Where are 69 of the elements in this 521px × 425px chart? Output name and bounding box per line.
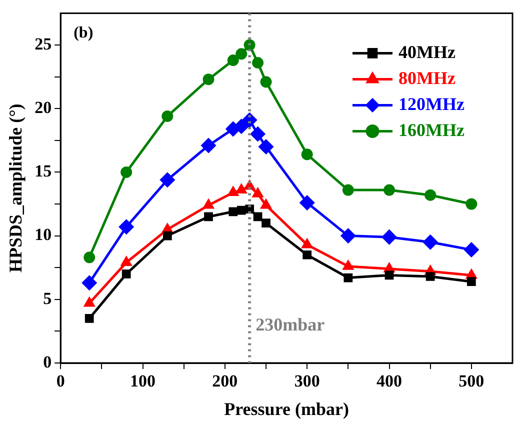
- y-tick-label: 10: [34, 225, 52, 244]
- point: [426, 272, 435, 281]
- point: [162, 231, 172, 240]
- point: [301, 148, 313, 160]
- point: [302, 238, 312, 248]
- x-tick-label: 0: [56, 372, 65, 391]
- x-tick-label: 200: [212, 372, 238, 391]
- point: [343, 260, 354, 270]
- point: [236, 48, 248, 60]
- point: [300, 195, 314, 210]
- point: [162, 224, 173, 233]
- x-tick-label: 100: [130, 372, 156, 391]
- point: [228, 207, 238, 216]
- point: [203, 200, 214, 209]
- point: [204, 212, 213, 222]
- point: [236, 184, 247, 194]
- point: [466, 198, 478, 210]
- point: [252, 188, 263, 198]
- point: [82, 276, 97, 290]
- y-axis-title: HPSDS_amplitude (°): [5, 104, 26, 272]
- y-tick-label: 5: [43, 288, 52, 308]
- point: [228, 186, 238, 196]
- point: [423, 234, 438, 250]
- y-tick-label: 20: [34, 98, 52, 117]
- point: [384, 184, 396, 196]
- point: [119, 220, 134, 234]
- point: [201, 138, 216, 153]
- y-tick-label: 15: [34, 162, 52, 181]
- point: [464, 242, 479, 258]
- legend-label: 120MHz: [398, 94, 464, 114]
- point: [84, 252, 96, 264]
- point: [466, 277, 476, 286]
- x-tick-label: 300: [294, 372, 320, 391]
- y-tick-label: 0: [43, 352, 52, 372]
- point: [260, 76, 272, 88]
- x-tick-label: 500: [458, 372, 484, 391]
- point: [262, 218, 270, 228]
- point: [340, 228, 356, 244]
- point: [384, 270, 394, 280]
- point: [382, 230, 397, 244]
- point: [253, 212, 262, 222]
- x-tick-label: 400: [376, 372, 402, 391]
- point: [122, 270, 131, 278]
- point: [302, 250, 312, 260]
- point: [120, 166, 132, 178]
- point: [252, 57, 264, 69]
- point: [162, 110, 174, 122]
- legend-label: 80MHz: [398, 68, 456, 88]
- point: [342, 184, 354, 196]
- point: [84, 297, 95, 307]
- point: [424, 189, 436, 201]
- point: [234, 119, 249, 134]
- point: [121, 256, 132, 266]
- point: [236, 206, 246, 215]
- legend-label: 160MHz: [398, 120, 464, 140]
- y-tick-label: 25: [34, 34, 52, 54]
- ref-line-label: 230mbar: [256, 314, 325, 335]
- x-axis-title: Pressure (mbar): [224, 398, 349, 419]
- point: [160, 172, 175, 188]
- point: [260, 200, 272, 209]
- point: [384, 263, 394, 272]
- point: [250, 126, 266, 142]
- legend-label: 40MHz: [398, 42, 456, 62]
- point: [202, 74, 214, 86]
- point: [258, 140, 274, 154]
- annotation: (b): [74, 24, 94, 42]
- point: [227, 54, 239, 66]
- point: [84, 314, 94, 323]
- point: [344, 273, 353, 282]
